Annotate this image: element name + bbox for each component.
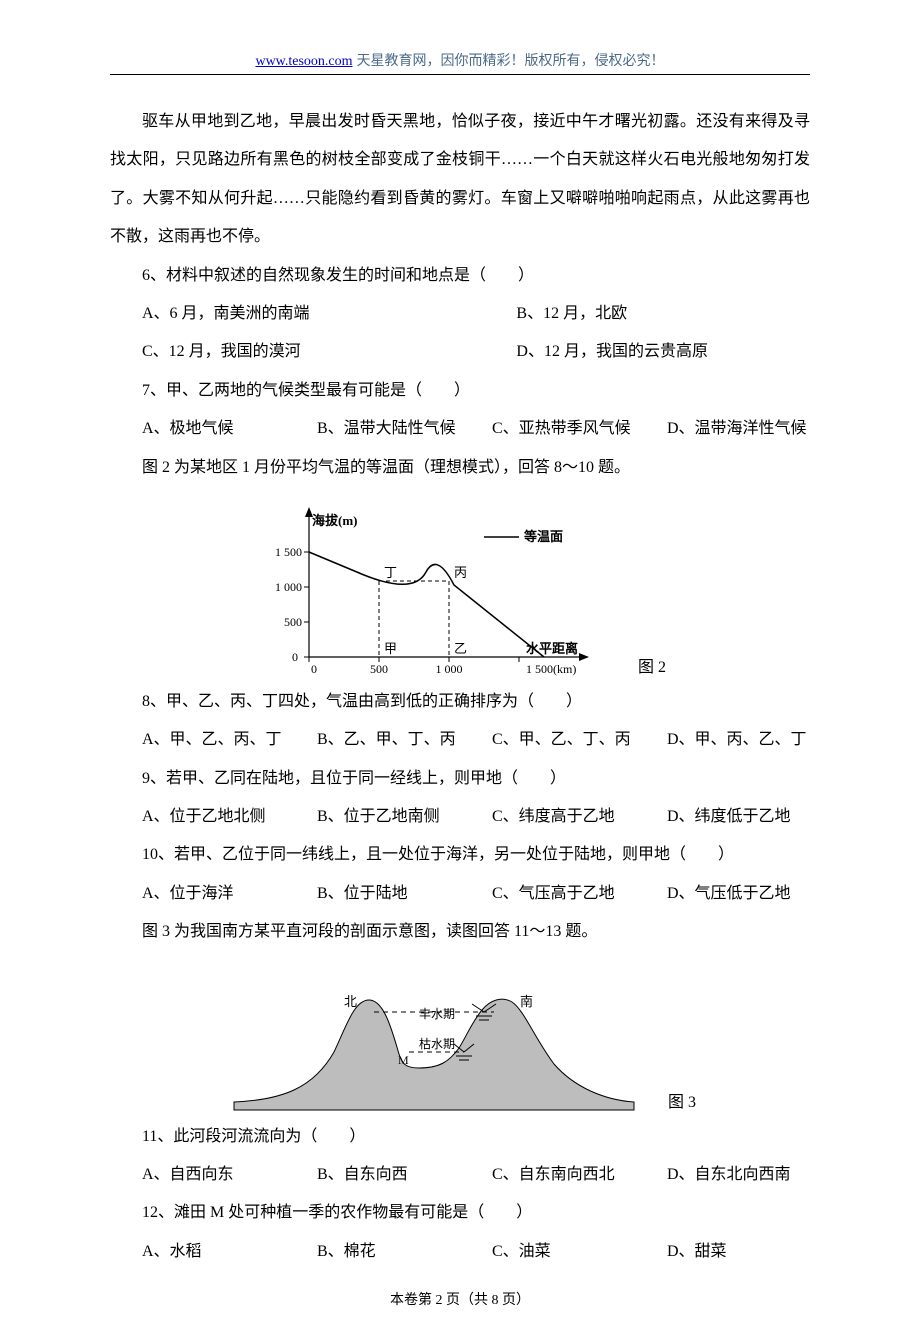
fig2-xtick-0: 0 — [311, 662, 317, 676]
q12-options: A、水稻 B、棉花 C、油菜 D、甜菜 — [110, 1233, 810, 1271]
fig2-curve — [309, 552, 544, 657]
figure-2-svg: 0 500 1 000 1 500 0 500 1 000 1 500(km) … — [254, 497, 614, 677]
q6-option-d: D、12 月，我国的云贵高原 — [484, 333, 810, 371]
q7-options: A、极地气候 B、温带大陆性气候 C、亚热带季风气候 D、温带海洋性气候 — [110, 410, 810, 448]
q11-option-a: A、自西向东 — [110, 1156, 285, 1194]
page-footer: 本卷第 2 页（共 8 页） — [110, 1289, 810, 1309]
q6-stem: 6、材料中叙述的自然现象发生的时间和地点是（ ） — [110, 257, 810, 295]
fig2-ytick-0: 0 — [292, 650, 298, 664]
q10-option-c: C、气压高于乙地 — [460, 875, 635, 913]
fig2-point-jia: 甲 — [384, 641, 397, 656]
q9-option-d: D、纬度低于乙地 — [635, 798, 810, 836]
fig3-m: M — [398, 1053, 409, 1067]
q6-options-row1: A、6 月，南美洲的南端 B、12 月，北欧 — [110, 295, 810, 333]
q11-stem: 11、此河段河流流向为（ ） — [110, 1118, 810, 1156]
figure-3-label: 图 3 — [668, 1088, 696, 1112]
fig2-xtick-1: 500 — [370, 662, 388, 676]
fig3-north: 北 — [344, 994, 357, 1009]
q8-stem: 8、甲、乙、丙、丁四处，气温由高到低的正确排序为（ ） — [110, 683, 810, 721]
fig2-xtick-2: 1 000 — [435, 662, 462, 676]
q8-option-b: B、乙、甲、丁、丙 — [285, 721, 460, 759]
q9-options: A、位于乙地北侧 B、位于乙地南侧 C、纬度高于乙地 D、纬度低于乙地 — [110, 798, 810, 836]
fig2-intro: 图 2 为某地区 1 月份平均气温的等温面（理想模式），回答 8～10 题。 — [110, 449, 810, 487]
q10-options: A、位于海洋 B、位于陆地 C、气压高于乙地 D、气压低于乙地 — [110, 875, 810, 913]
q12-option-d: D、甜菜 — [635, 1233, 810, 1271]
q12-option-b: B、棉花 — [285, 1233, 460, 1271]
header-tagline: 天星教育网，因你而精彩！版权所有，侵权必究！ — [357, 54, 665, 69]
q11-option-c: C、自东南向西北 — [460, 1156, 635, 1194]
figure-2-label: 图 2 — [638, 653, 666, 677]
q11-options: A、自西向东 B、自东向西 C、自东南向西北 D、自东北向西南 — [110, 1156, 810, 1194]
q11-option-d: D、自东北向西南 — [635, 1156, 810, 1194]
q6-options-row2: C、12 月，我国的漠河 D、12 月，我国的云贵高原 — [110, 333, 810, 371]
q8-option-c: C、甲、乙、丁、丙 — [460, 721, 635, 759]
page-header: www.tesoon.com 天星教育网，因你而精彩！版权所有，侵权必究！ — [110, 50, 810, 75]
q9-option-c: C、纬度高于乙地 — [460, 798, 635, 836]
fig2-point-yi: 乙 — [454, 641, 467, 656]
figure-2: 0 500 1 000 1 500 0 500 1 000 1 500(km) … — [110, 497, 810, 677]
fig2-ytick-1: 500 — [284, 615, 302, 629]
q12-option-c: C、油菜 — [460, 1233, 635, 1271]
fig3-low: 枯水期 — [419, 1036, 455, 1051]
q7-option-d: D、温带海洋性气候 — [635, 410, 810, 448]
q8-options: A、甲、乙、丙、丁 B、乙、甲、丁、丙 C、甲、乙、丁、丙 D、甲、丙、乙、丁 — [110, 721, 810, 759]
q10-option-a: A、位于海洋 — [110, 875, 285, 913]
q9-stem: 9、若甲、乙同在陆地，且位于同一经线上，则甲地（ ） — [110, 760, 810, 798]
q9-option-b: B、位于乙地南侧 — [285, 798, 460, 836]
q6-option-c: C、12 月，我国的漠河 — [110, 333, 484, 371]
fig2-point-ding: 丁 — [384, 565, 397, 580]
q12-stem: 12、滩田 M 处可种植一季的农作物最有可能是（ ） — [110, 1194, 810, 1232]
fig2-point-bing: 丙 — [454, 565, 467, 580]
fig2-ytick-3: 1 500 — [275, 545, 302, 559]
q6-option-a: A、6 月，南美洲的南端 — [110, 295, 484, 333]
q7-option-a: A、极地气候 — [110, 410, 285, 448]
fig2-curve-label: 等温面 — [523, 529, 563, 544]
q10-option-d: D、气压低于乙地 — [635, 875, 810, 913]
q7-stem: 7、甲、乙两地的气候类型最有可能是（ ） — [110, 372, 810, 410]
q8-option-d: D、甲、丙、乙、丁 — [635, 721, 810, 759]
q9-option-a: A、位于乙地北侧 — [110, 798, 285, 836]
q6-option-b: B、12 月，北欧 — [484, 295, 810, 333]
fig3-south: 南 — [520, 994, 533, 1009]
figure-3: 北 南 丰水期 枯水期 M 图 3 — [110, 982, 810, 1112]
fig3-intro: 图 3 为我国南方某平直河段的剖面示意图，读图回答 11～13 题。 — [110, 913, 810, 951]
q7-option-b: B、温带大陆性气候 — [285, 410, 460, 448]
q11-option-b: B、自东向西 — [285, 1156, 460, 1194]
q10-option-b: B、位于陆地 — [285, 875, 460, 913]
figure-3-svg: 北 南 丰水期 枯水期 M — [224, 982, 644, 1112]
fig2-ytick-2: 1 000 — [275, 580, 302, 594]
fig2-y-title: 海拔(m) — [312, 513, 358, 528]
header-link[interactable]: www.tesoon.com — [255, 54, 352, 69]
fig2-xtick-3: 1 500(km) — [526, 662, 576, 676]
page-container: www.tesoon.com 天星教育网，因你而精彩！版权所有，侵权必究！ 驱车… — [0, 0, 920, 1339]
fig3-high: 丰水期 — [419, 1007, 455, 1021]
q12-option-a: A、水稻 — [110, 1233, 285, 1271]
q8-option-a: A、甲、乙、丙、丁 — [110, 721, 285, 759]
passage-paragraph: 驱车从甲地到乙地，早晨出发时昏天黑地，恰似子夜，接近中午才曙光初露。还没有来得及… — [110, 103, 810, 257]
q7-option-c: C、亚热带季风气候 — [460, 410, 635, 448]
q10-stem: 10、若甲、乙位于同一纬线上，且一处位于海洋，另一处位于陆地，则甲地（ ） — [110, 836, 810, 874]
